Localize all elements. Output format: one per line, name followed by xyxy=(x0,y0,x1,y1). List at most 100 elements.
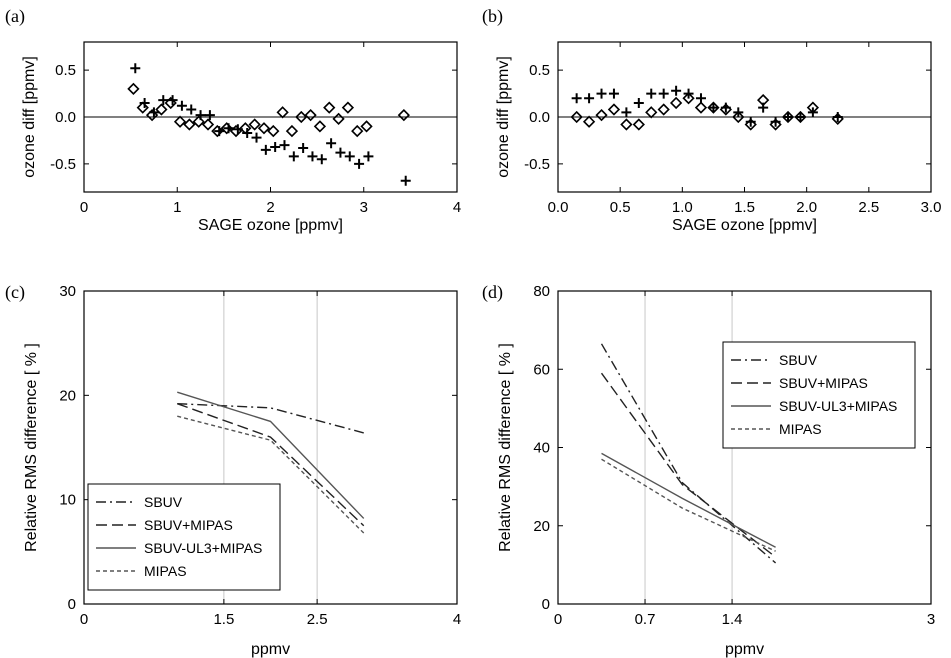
diamond-marker xyxy=(183,118,196,131)
x-axis-label: ppmv xyxy=(725,641,764,658)
legend-label: SBUV xyxy=(144,494,183,510)
panel-label: (b) xyxy=(482,6,503,27)
plus-marker xyxy=(671,85,682,96)
x-axis-label: ppmv xyxy=(251,641,290,658)
diamond-marker xyxy=(397,108,410,122)
diamond-marker xyxy=(351,124,364,138)
diamond-marker xyxy=(127,82,140,96)
diamond-marker xyxy=(267,124,280,138)
plus-marker xyxy=(288,151,299,162)
diamond-marker xyxy=(248,118,261,131)
plus-marker xyxy=(326,138,337,149)
x-tick-label: 2.5 xyxy=(858,199,879,216)
plus-marker xyxy=(354,158,365,169)
diamond-marker xyxy=(229,124,243,138)
diamond-marker xyxy=(657,103,670,116)
plus-marker xyxy=(363,151,374,162)
x-tick-label: 1.4 xyxy=(722,611,743,628)
diamond-marker xyxy=(145,108,159,122)
diamond-marker xyxy=(769,118,782,131)
legend: SBUV SBUV+MIPAS SBUV-UL3+MIPAS MIPAS xyxy=(722,341,916,449)
series-line-sbuv-ul3-mipas xyxy=(177,391,365,519)
diamond-marker xyxy=(607,103,621,116)
panel-c: (c) 0 1.5 2.5 4 0 10 20 30 ppmv Relative RMS diffe… xyxy=(5,282,461,658)
plus-marker xyxy=(783,112,794,122)
diamond-marker xyxy=(192,115,205,128)
diamond-marker xyxy=(239,122,252,135)
y-axis-label: Relative RMS difference [ % ] xyxy=(497,343,514,552)
plus-marker xyxy=(646,88,657,99)
panel-label: (a) xyxy=(5,6,25,27)
y-tick-label: 40 xyxy=(533,440,550,457)
diamond-marker xyxy=(620,118,633,131)
y-tick-label: 20 xyxy=(533,518,550,535)
diamond-marker xyxy=(682,92,695,105)
diamond-marker xyxy=(707,101,720,114)
y-axis-label: Relative RMS difference [ % ] xyxy=(23,343,40,552)
diamond-marker xyxy=(719,103,732,116)
diamond-marker xyxy=(669,96,683,110)
y-tick-label: 30 xyxy=(59,283,76,300)
legend-label: SBUV xyxy=(779,352,818,368)
plus-marker xyxy=(176,100,187,111)
x-tick-label: 0 xyxy=(80,199,88,216)
y-tick-label: 20 xyxy=(59,387,76,404)
y-tick-label: 0 xyxy=(68,596,76,613)
legend-label: MIPAS xyxy=(779,421,822,437)
diamond-marker xyxy=(323,101,336,114)
panel-label: (d) xyxy=(482,282,503,303)
plus-marker xyxy=(621,107,632,118)
series-line-mipas xyxy=(177,415,365,534)
plus-marker xyxy=(204,110,215,121)
diamond-marker xyxy=(645,106,658,119)
y-tick-label: 10 xyxy=(59,492,76,509)
legend-label: SBUV+MIPAS xyxy=(779,375,868,391)
diamond-marker xyxy=(744,118,757,131)
x-tick-label: 0 xyxy=(554,611,562,628)
plus-marker xyxy=(270,142,281,152)
panel-label: (c) xyxy=(5,282,25,303)
plus-marker xyxy=(708,102,719,113)
legend-label: SBUV-UL3+MIPAS xyxy=(144,540,262,556)
x-tick-label: 3 xyxy=(360,199,368,216)
series-line-sbuv-ul3-mipas xyxy=(601,452,776,548)
y-tick-label: -0.5 xyxy=(524,156,550,173)
x-tick-label: 0 xyxy=(80,611,88,628)
panel-a: (a) 0 1 2 3 4 -0.5 0.0 0.5 SAGE ozone [ppmv] ozone… xyxy=(5,6,461,234)
x-axis-label: SAGE ozone [ppmv] xyxy=(672,217,817,234)
diamond-marker xyxy=(211,124,224,138)
legend-label: SBUV+MIPAS xyxy=(144,517,233,533)
plus-marker xyxy=(316,154,327,165)
plus-marker xyxy=(242,127,253,138)
y-tick-label: 0.0 xyxy=(529,109,550,126)
diamond-marker xyxy=(332,112,345,126)
plus-marker xyxy=(608,88,619,99)
plus-marker xyxy=(633,97,644,108)
legend: SBUV SBUV+MIPAS SBUV-UL3+MIPAS MIPAS xyxy=(87,483,281,591)
y-tick-label: 0.5 xyxy=(55,62,76,79)
diamond-marker xyxy=(220,122,233,135)
plus-marker xyxy=(139,97,150,108)
series-line-mipas xyxy=(601,458,776,552)
y-tick-label: 0 xyxy=(542,596,550,613)
y-tick-label: 0.5 xyxy=(529,62,550,79)
y-axis-label: ozone diff [ppmv] xyxy=(21,56,38,178)
diamond-marker xyxy=(781,110,795,124)
diamond-marker xyxy=(757,93,770,107)
x-tick-label: 3.0 xyxy=(921,199,942,216)
x-tick-label: 2 xyxy=(266,199,274,216)
x-tick-label: 0.0 xyxy=(548,199,569,216)
plus-marker xyxy=(795,112,806,122)
diamond-marker xyxy=(595,108,608,122)
x-tick-label: 2.5 xyxy=(307,611,328,628)
panel-b: (b) 0.0 0.5 1.0 1.5 2.0 2.5 3.0 -0.5 0.0 0.5 SAGE o… xyxy=(482,6,941,234)
x-tick-label: 4 xyxy=(453,199,461,216)
diamond-marker xyxy=(173,115,187,128)
x-tick-label: 2.0 xyxy=(796,199,817,216)
diamond-marker xyxy=(164,96,177,110)
series-line-sbuv-mipas xyxy=(600,372,777,558)
x-tick-label: 1 xyxy=(173,199,181,216)
plus-marker xyxy=(158,95,169,106)
series-line-sbuv-mipas xyxy=(177,403,365,527)
